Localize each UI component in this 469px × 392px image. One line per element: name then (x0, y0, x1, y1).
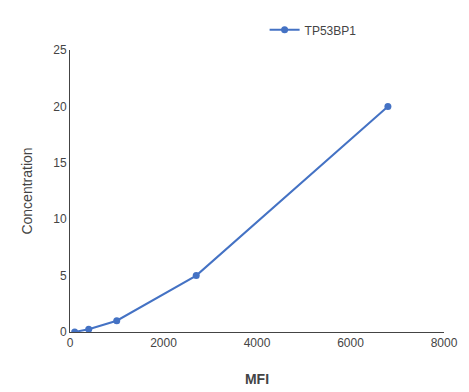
svg-text:5: 5 (60, 269, 67, 283)
svg-text:TP53BP1: TP53BP1 (305, 24, 357, 38)
svg-text:10: 10 (53, 212, 67, 226)
svg-text:MFI: MFI (245, 371, 269, 387)
svg-text:8000: 8000 (431, 336, 458, 350)
svg-text:25: 25 (53, 43, 67, 57)
svg-text:15: 15 (53, 156, 67, 170)
svg-text:6000: 6000 (337, 336, 364, 350)
svg-text:0: 0 (60, 325, 67, 339)
svg-text:4000: 4000 (244, 336, 271, 350)
svg-text:2000: 2000 (150, 336, 177, 350)
svg-text:Concentration: Concentration (19, 147, 35, 234)
svg-text:0: 0 (67, 336, 74, 350)
svg-text:20: 20 (53, 100, 67, 114)
